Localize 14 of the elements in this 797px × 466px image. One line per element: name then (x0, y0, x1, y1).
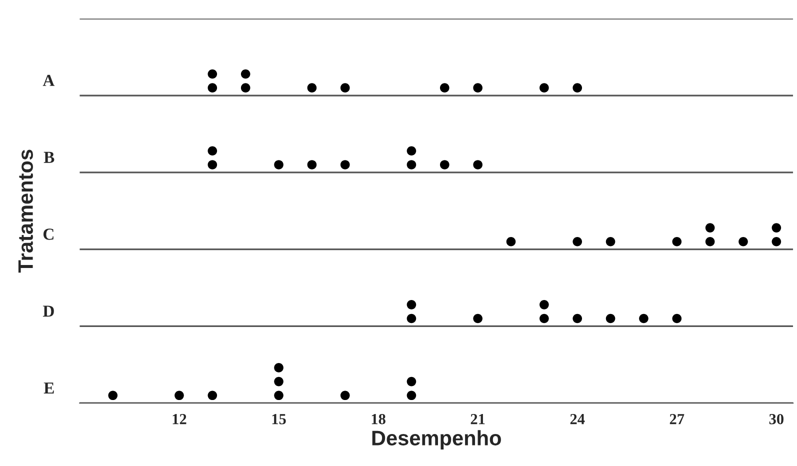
x-axis-title: Desempenho (372, 430, 501, 450)
y-tick-label: E (44, 382, 54, 394)
y-tick-label: C (43, 228, 54, 240)
x-tick-label: 27 (670, 414, 684, 424)
x-tick-label: 12 (172, 414, 186, 424)
x-tick-label: 18 (372, 414, 386, 424)
y-tick-label: D (42, 306, 54, 317)
y-tick-label: B (44, 152, 54, 163)
x-tick-label: 24 (570, 414, 585, 424)
x-tick-label: 30 (769, 414, 784, 424)
y-axis-title: Tratamentos (18, 150, 33, 273)
x-tick-label: 15 (272, 414, 286, 424)
y-tick-label: A (42, 74, 55, 86)
x-tick-label: 21 (470, 414, 485, 424)
